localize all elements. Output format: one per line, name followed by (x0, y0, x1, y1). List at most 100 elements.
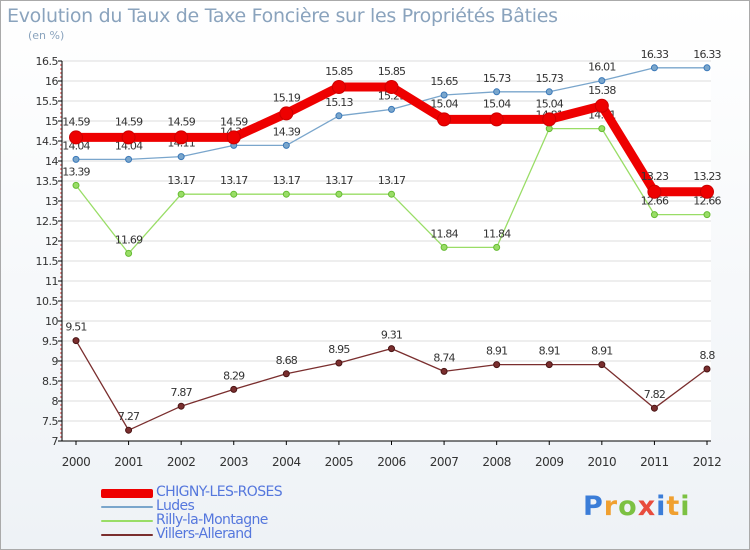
y-tick-label: 11 (45, 275, 58, 288)
data-label: 13.17 (378, 174, 406, 187)
x-tick-label: 2001 (114, 455, 143, 469)
x-tick-label: 2008 (482, 455, 511, 469)
x-tick-label: 2002 (167, 455, 196, 469)
data-label: 13.17 (273, 174, 301, 187)
x-tick-label: 2004 (272, 455, 301, 469)
legend-label: Ludes (156, 498, 195, 514)
logo-letter: t (666, 491, 681, 522)
x-tick-label: 2000 (62, 455, 91, 469)
data-point (177, 190, 185, 198)
data-point (700, 184, 714, 199)
data-point (72, 155, 80, 163)
data-point (493, 88, 501, 96)
series-3: 9.51 7.27 7.87 8.29 8.68 8.95 9.31 8.74 8.91 8.91… (65, 321, 716, 434)
data-point (489, 112, 504, 127)
x-tick-label: 2003 (219, 455, 248, 469)
data-point (388, 105, 395, 113)
data-point (594, 98, 609, 113)
data-point (542, 112, 557, 127)
y-tick-label: 16 (45, 75, 58, 88)
data-point (388, 190, 395, 198)
data-label: 15.04 (536, 97, 564, 110)
data-point (650, 64, 658, 72)
data-label: 9.51 (65, 321, 86, 334)
legend-item: Villers-Allerand (101, 526, 361, 542)
data-label: 14.59 (220, 115, 248, 128)
data-label: 14.04 (115, 139, 143, 152)
data-label: 14.59 (115, 115, 143, 128)
logo-letter: o (618, 491, 638, 522)
data-point (598, 361, 606, 369)
y-tick-label: 8.5 (42, 375, 58, 388)
y-tick-label: 16.5 (36, 55, 59, 68)
data-point (230, 385, 238, 393)
data-label: 14.59 (167, 115, 195, 128)
data-point (493, 243, 501, 251)
data-label: 8.74 (433, 351, 455, 364)
x-tick-label: 2005 (325, 455, 354, 469)
data-label: 15.85 (378, 65, 406, 78)
y-tick-label: 7 (52, 435, 59, 448)
data-label: 15.85 (325, 65, 353, 78)
data-point (335, 359, 343, 367)
y-tick-label: 10.5 (36, 295, 59, 308)
data-point (703, 64, 711, 72)
data-label: 13.39 (62, 165, 90, 178)
data-point (282, 190, 290, 198)
data-label: 15.04 (430, 97, 458, 110)
legend-label: Villers-Allerand (156, 526, 252, 542)
data-point (440, 367, 448, 375)
data-label: 8.91 (486, 345, 507, 358)
data-point (125, 249, 133, 257)
data-label: 15.13 (325, 96, 353, 109)
data-point (598, 125, 606, 133)
plot-area (62, 61, 711, 441)
y-tick-label: 15 (45, 115, 58, 128)
data-point (493, 361, 501, 369)
grid (58, 60, 711, 442)
data-point (440, 243, 448, 251)
data-label: 15.19 (273, 91, 301, 104)
data-point (335, 112, 343, 120)
data-point (121, 130, 136, 145)
data-point (437, 112, 452, 127)
data-point (72, 181, 80, 189)
data-point (72, 337, 80, 345)
y-tick-label: 8 (52, 395, 59, 408)
x-tick-label: 2012 (693, 455, 722, 469)
data-label: 7.82 (644, 388, 665, 401)
data-point (125, 426, 133, 434)
logo-letter: i (656, 491, 667, 522)
data-point (335, 190, 343, 198)
legend-swatch (101, 489, 153, 498)
legend-label: Rilly-la-Montagne (156, 512, 268, 528)
data-point (703, 365, 711, 373)
data-point (598, 77, 606, 85)
series-1: 14.0414.0414.1114.3914.3915.1315.2915.65… (62, 48, 722, 163)
logo-letter: r (603, 491, 619, 522)
data-point (384, 80, 399, 94)
legend-label: CHIGNY-LES-ROSES (156, 484, 283, 500)
legend-swatch (101, 506, 153, 508)
data-point (331, 80, 346, 94)
logo-letter: i (680, 491, 691, 522)
logo-letter: P (583, 491, 604, 522)
data-label: 14.04 (62, 139, 90, 152)
data-point (650, 404, 658, 412)
data-label: 15.04 (483, 97, 511, 110)
data-label: 11.84 (483, 227, 511, 240)
data-label: 16.33 (693, 48, 721, 61)
legend: CHIGNY-LES-ROSES Ludes Rilly-la-Montagne Vi… (101, 484, 361, 542)
data-label: 8.8 (699, 349, 715, 362)
data-point (125, 155, 133, 163)
data-label: 8.91 (539, 345, 560, 358)
data-label: 14.39 (273, 125, 301, 138)
data-label: 16.33 (641, 48, 669, 61)
data-label: 13.17 (220, 174, 248, 187)
data-point (545, 361, 553, 369)
y-tick-label: 9 (52, 355, 59, 368)
legend-item: Rilly-la-Montagne (101, 512, 361, 528)
data-point (279, 106, 294, 121)
data-point (703, 211, 711, 219)
